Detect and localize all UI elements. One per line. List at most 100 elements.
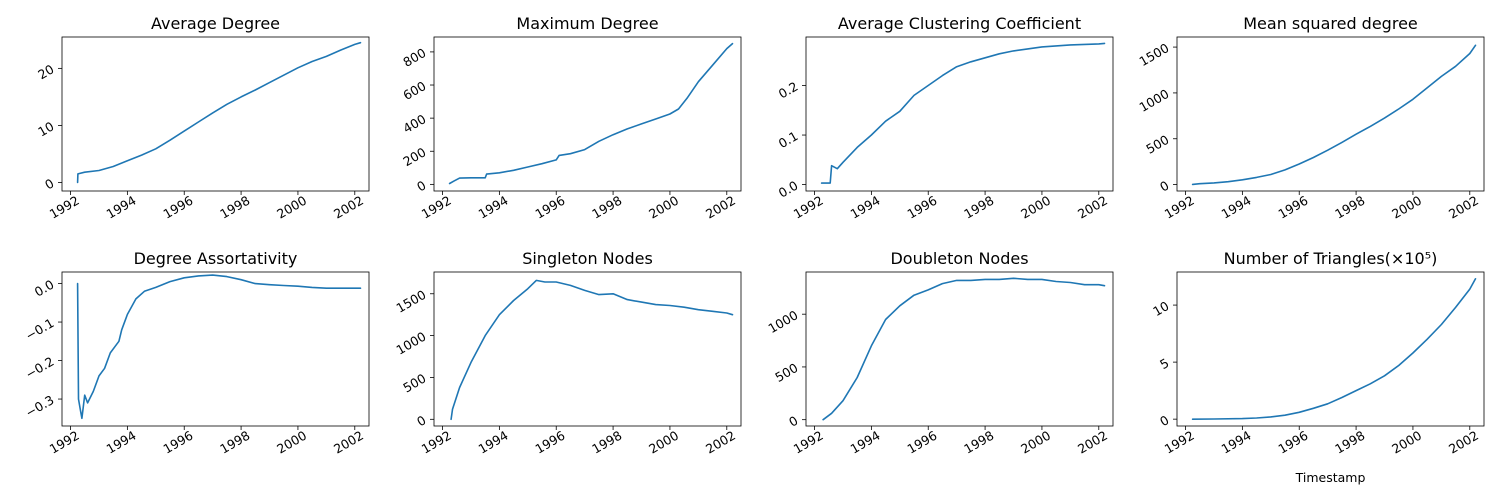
x-tick-label: 1994 bbox=[1219, 428, 1254, 457]
axes-frame bbox=[1176, 36, 1485, 192]
x-tick-label: 2002 bbox=[331, 193, 366, 222]
y-tick-label: 0 bbox=[786, 413, 800, 430]
y-tick-label: 1000 bbox=[393, 329, 428, 358]
x-tick-label: 1992 bbox=[47, 193, 82, 222]
chart-title: Singleton Nodes bbox=[522, 249, 653, 268]
axes-frame bbox=[61, 271, 370, 427]
x-axis-label: Timestamp bbox=[1295, 470, 1366, 485]
y-tick-label: 0 bbox=[1157, 178, 1171, 195]
x-tick-label: 1992 bbox=[419, 193, 454, 222]
y-tick-label: 0 bbox=[414, 412, 428, 429]
chart-title: Average Degree bbox=[151, 14, 280, 33]
chart-panel-6: Singleton Nodes 1992 1994 1996 1998 2000 2002 0… bbox=[393, 249, 742, 457]
series-line-1-1 bbox=[76, 41, 362, 184]
y-tick-label: 400 bbox=[400, 111, 428, 136]
y-tick-label: −0.3 bbox=[23, 392, 57, 420]
x-tick-label: 2002 bbox=[703, 193, 738, 222]
x-tick-label: 1996 bbox=[1275, 193, 1310, 222]
x-tick-label: 1992 bbox=[1162, 193, 1197, 222]
axes-frame bbox=[433, 271, 742, 427]
y-tick-label: 500 bbox=[1143, 132, 1171, 157]
x-tick-label: 1994 bbox=[476, 193, 511, 222]
y-tick-label: 1000 bbox=[765, 307, 800, 336]
chart-panel-3: Average Clustering Coefficient 1992 1994 19… bbox=[776, 14, 1114, 222]
x-tick-label: 1996 bbox=[160, 428, 195, 457]
x-tick-label: 2000 bbox=[646, 193, 681, 222]
x-tick-label: 2000 bbox=[274, 193, 309, 222]
chart-panel-5: Degree Assortativity 1992 1994 1996 1998 2000… bbox=[23, 249, 370, 457]
x-tick-label: 2002 bbox=[331, 428, 366, 457]
series-line-3-1 bbox=[820, 42, 1106, 184]
y-tick-label: 0.2 bbox=[776, 79, 801, 102]
y-tick-label: 1000 bbox=[1136, 86, 1171, 115]
x-tick-label: 2002 bbox=[1075, 193, 1110, 222]
x-tick-label: 1998 bbox=[589, 428, 624, 457]
x-tick-label: 1996 bbox=[1275, 428, 1310, 457]
y-tick-label: 0 bbox=[414, 177, 428, 194]
x-tick-label: 2000 bbox=[1018, 428, 1053, 457]
x-tick-label: 2000 bbox=[1018, 193, 1053, 222]
y-tick-label: 0 bbox=[42, 175, 56, 192]
chart-title: Maximum Degree bbox=[516, 14, 658, 33]
chart-panel-2: Maximum Degree 1992 1994 1996 1998 2000 2002 0 2… bbox=[400, 14, 742, 222]
chart-title: Degree Assortativity bbox=[134, 249, 298, 268]
y-tick-label: 0 bbox=[1157, 412, 1171, 429]
x-tick-label: 1994 bbox=[104, 193, 139, 222]
x-tick-label: 2000 bbox=[1389, 428, 1424, 457]
x-tick-label: 1994 bbox=[848, 428, 883, 457]
y-tick-label: 200 bbox=[400, 144, 428, 169]
x-tick-label: 1996 bbox=[904, 428, 939, 457]
chart-title: Average Clustering Coefficient bbox=[838, 14, 1081, 33]
chart-panel-7: Doubleton Nodes 1992 1994 1996 1998 2000 2002 0… bbox=[765, 249, 1114, 457]
x-tick-label: 1998 bbox=[217, 428, 252, 457]
x-tick-label: 1994 bbox=[848, 193, 883, 222]
x-tick-label: 1998 bbox=[1332, 193, 1367, 222]
axes-frame bbox=[805, 271, 1114, 427]
axes-frame bbox=[61, 36, 370, 192]
chart-title: Mean squared degree bbox=[1243, 14, 1418, 33]
y-tick-label: 20 bbox=[35, 61, 56, 82]
series-line-6-1 bbox=[450, 279, 734, 421]
y-tick-label: 600 bbox=[400, 78, 428, 103]
x-tick-label: 1998 bbox=[961, 428, 996, 457]
axes-frame bbox=[805, 36, 1114, 192]
x-tick-label: 2000 bbox=[646, 428, 681, 457]
y-tick-label: 1500 bbox=[393, 287, 428, 316]
y-tick-label: −0.1 bbox=[23, 315, 57, 343]
x-tick-label: 1994 bbox=[104, 428, 139, 457]
y-tick-label: 0.1 bbox=[776, 128, 801, 151]
axes-frame bbox=[433, 36, 742, 192]
x-tick-label: 2000 bbox=[1389, 193, 1424, 222]
x-tick-label: 1992 bbox=[47, 428, 82, 457]
y-tick-label: 1500 bbox=[1136, 40, 1171, 69]
x-tick-label: 2002 bbox=[1446, 193, 1481, 222]
y-tick-label: 10 bbox=[1150, 298, 1171, 319]
x-tick-label: 1998 bbox=[961, 193, 996, 222]
x-tick-label: 1996 bbox=[532, 428, 567, 457]
x-tick-label: 1994 bbox=[476, 428, 511, 457]
x-tick-label: 1994 bbox=[1219, 193, 1254, 222]
y-tick-label: 10 bbox=[35, 118, 56, 139]
x-tick-label: 1992 bbox=[419, 428, 454, 457]
chart-panel-8: Number of Triangles(×10⁵) 1992 1994 1996 199… bbox=[1150, 249, 1485, 485]
x-tick-label: 1998 bbox=[1332, 428, 1367, 457]
x-tick-label: 2002 bbox=[1446, 428, 1481, 457]
chart-title: Doubleton Nodes bbox=[890, 249, 1028, 268]
x-tick-label: 1996 bbox=[532, 193, 567, 222]
series-line-4-1 bbox=[1191, 44, 1477, 186]
x-tick-label: 1998 bbox=[217, 193, 252, 222]
series-line-2-1 bbox=[448, 42, 734, 185]
y-tick-label: 0.0 bbox=[32, 277, 57, 300]
series-line-8-1 bbox=[1191, 277, 1477, 421]
x-tick-label: 1992 bbox=[791, 428, 826, 457]
x-tick-label: 2002 bbox=[1075, 428, 1110, 457]
axes-frame bbox=[1176, 271, 1485, 427]
y-tick-label: −0.2 bbox=[23, 354, 57, 382]
x-tick-label: 1992 bbox=[1162, 428, 1197, 457]
y-tick-label: 0.0 bbox=[776, 178, 801, 201]
y-tick-label: 500 bbox=[772, 360, 800, 385]
x-tick-label: 1998 bbox=[589, 193, 624, 222]
x-tick-label: 1996 bbox=[904, 193, 939, 222]
x-tick-label: 1992 bbox=[791, 193, 826, 222]
